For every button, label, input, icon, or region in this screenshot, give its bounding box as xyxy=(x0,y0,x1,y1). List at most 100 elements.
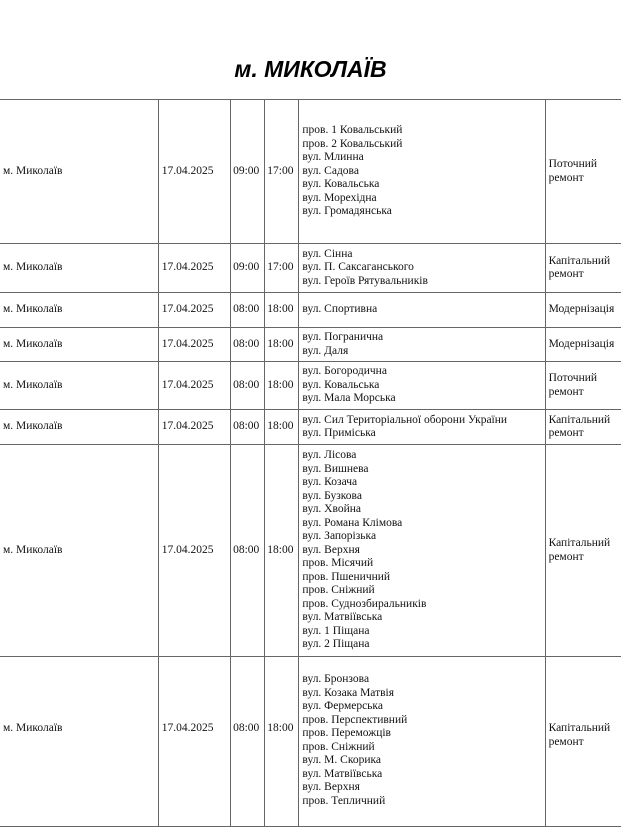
street-item: вул. Ковальська xyxy=(302,178,380,191)
city-cell: м. Миколаїв xyxy=(0,99,159,244)
table-row: м. Миколаїв 17.04.2025 08:00 18:00 вул. Спор… xyxy=(0,292,621,328)
work-type-cell: Капітальний ремонт xyxy=(544,656,621,827)
street-item: пров. Пшеничний xyxy=(302,570,391,583)
street-item: вул. Верхня xyxy=(302,543,360,556)
street-item: пров. 1 Ковальський xyxy=(302,124,403,137)
street-item: пров. Суднозбиральників xyxy=(302,597,427,610)
street-item: вул. Мала Морська xyxy=(302,392,396,405)
streets-cell: вул. Спортивна xyxy=(298,292,546,328)
street-item: вул. Верхня xyxy=(302,781,360,793)
table-row: м. Миколаїв 17.04.2025 08:00 18:00 вул. Бого… xyxy=(0,361,621,410)
street-item: вул. Козача xyxy=(302,476,358,489)
work-type-cell: Капітальний ремонт xyxy=(544,409,621,445)
street-item: вул. Садова xyxy=(302,164,359,177)
table-row: м. Миколаїв 17.04.2025 08:00 18:00 вул. Сил … xyxy=(0,409,621,445)
streets-cell: вул. Бронзова вул. Козака Матвія вул. Ферм… xyxy=(298,656,546,827)
city-cell: м. Миколаїв xyxy=(0,243,159,293)
date-cell: 17.04.2025 xyxy=(157,243,232,293)
street-item: вул. Бронзова xyxy=(302,673,370,685)
street-item: вул. Лісова xyxy=(302,449,357,462)
start-time-cell: 08:00 xyxy=(230,327,266,362)
start-time-cell: 08:00 xyxy=(230,444,266,657)
street-item: пров. Тепличний xyxy=(302,794,386,807)
street-item: вул. Запорізька xyxy=(302,530,377,543)
table-row: м. Миколаїв 17.04.2025 09:00 17:00 пров. 1 К… xyxy=(0,99,621,244)
end-time-cell: 18:00 xyxy=(264,361,300,410)
start-time-cell: 08:00 xyxy=(230,361,266,410)
street-item: вул. Сил Територіальної оборони України xyxy=(302,413,508,426)
streets-cell: вул. Богородична вул. Ковальська вул. Мала… xyxy=(298,361,546,410)
end-time-cell: 17:00 xyxy=(264,243,300,293)
street-item: вул. Млинна xyxy=(302,151,364,164)
work-type-cell: Поточний ремонт xyxy=(544,99,621,244)
street-item: вул. Богородична xyxy=(302,365,387,378)
street-item: вул. Героїв Рятувальників xyxy=(302,274,428,287)
end-time-cell: 18:00 xyxy=(264,292,300,328)
city-cell: м. Миколаїв xyxy=(0,327,159,362)
date-cell: 17.04.2025 xyxy=(157,656,232,827)
street-item: вул. Даля xyxy=(302,344,349,357)
date-cell: 17.04.2025 xyxy=(157,444,232,657)
street-item: вул. Романа Клімова xyxy=(302,516,403,529)
date-cell: 17.04.2025 xyxy=(157,327,232,362)
start-time-cell: 08:00 xyxy=(230,292,266,328)
street-item: пров. Сніжний xyxy=(302,740,375,753)
street-item: вул. П. Саксаганського xyxy=(302,261,414,274)
street-item: пров. 2 Ковальський xyxy=(302,137,403,150)
table-row: м. Миколаїв 17.04.2025 08:00 18:00 вул. Лісо… xyxy=(0,444,621,657)
end-time-cell: 18:00 xyxy=(264,327,300,362)
city-cell: м. Миколаїв xyxy=(0,444,159,657)
date-cell: 17.04.2025 xyxy=(157,409,232,445)
street-item: вул. Фермерська xyxy=(302,700,383,712)
work-type-cell: Капітальний ремонт xyxy=(544,444,621,657)
start-time-cell: 09:00 xyxy=(230,99,266,244)
street-item: вул. Хвойна xyxy=(302,503,361,516)
street-item: пров. Місячий xyxy=(302,557,374,570)
street-item: вул. Погранична xyxy=(302,331,384,343)
street-item: вул. М. Скорика xyxy=(302,754,381,766)
streets-cell: пров. 1 Ковальський пров. 2 Ковальський ву… xyxy=(298,99,546,244)
city-cell: м. Миколаїв xyxy=(0,361,159,410)
street-item: вул. 2 Піщана xyxy=(302,638,370,651)
streets-cell: вул. Сінна вул. П. Саксаганського вул. Гер… xyxy=(298,243,546,293)
street-item: вул. Морехідна xyxy=(302,191,377,204)
work-type-cell: Поточний ремонт xyxy=(544,361,621,410)
street-item: вул. Бузкова xyxy=(302,489,362,502)
end-time-cell: 18:00 xyxy=(264,409,300,445)
street-item: вул. 1 Піщана xyxy=(302,624,370,637)
street-item: вул. Громадянська xyxy=(302,205,392,218)
work-type-cell: Модернізація xyxy=(544,327,621,362)
date-cell: 17.04.2025 xyxy=(157,361,232,410)
street-item: вул. Матвіївська xyxy=(302,611,383,624)
streets-cell: вул. Погранична вул. Даля xyxy=(298,327,546,362)
end-time-cell: 18:00 xyxy=(264,656,300,827)
start-time-cell: 09:00 xyxy=(230,243,266,293)
street-item: вул. Приміська xyxy=(302,427,376,439)
city-cell: м. Миколаїв xyxy=(0,656,159,827)
street-item: пров. Сніжний xyxy=(302,584,375,597)
table-row: м. Миколаїв 17.04.2025 09:00 17:00 вул. Сінн… xyxy=(0,243,621,293)
work-type-cell: Модернізація xyxy=(544,292,621,328)
street-item: вул. Сінна xyxy=(302,247,353,260)
street-item: вул. Ковальська xyxy=(302,378,380,391)
street-item: вул. Козака Матвія xyxy=(302,686,395,699)
streets-cell: вул. Лісова вул. Вишнева вул. Козача вул. Б… xyxy=(298,444,546,657)
street-item: пров. Переможців xyxy=(302,727,391,739)
street-item: пров. Перспективний xyxy=(302,713,408,726)
street-item: вул. Спортивна xyxy=(302,303,378,316)
work-type-cell: Капітальний ремонт xyxy=(544,243,621,293)
date-cell: 17.04.2025 xyxy=(157,292,232,328)
start-time-cell: 08:00 xyxy=(230,409,266,445)
page-title: м. МИКОЛАЇВ xyxy=(234,56,387,82)
table-row: м. Миколаїв 17.04.2025 08:00 18:00 вул. Брон… xyxy=(0,656,621,827)
street-item: вул. Матвіївська xyxy=(302,767,383,780)
outage-schedule-table: м. Миколаїв 17.04.2025 09:00 17:00 пров. 1 К… xyxy=(0,99,621,827)
table-row: м. Миколаїв 17.04.2025 08:00 18:00 вул. Погр… xyxy=(0,327,621,362)
streets-cell: вул. Сил Територіальної оборони України в… xyxy=(298,409,546,445)
end-time-cell: 18:00 xyxy=(264,444,300,657)
date-cell: 17.04.2025 xyxy=(157,99,232,244)
city-cell: м. Миколаїв xyxy=(0,409,159,445)
city-cell: м. Миколаїв xyxy=(0,292,159,328)
street-item: вул. Вишнева xyxy=(302,462,369,475)
end-time-cell: 17:00 xyxy=(264,99,300,244)
